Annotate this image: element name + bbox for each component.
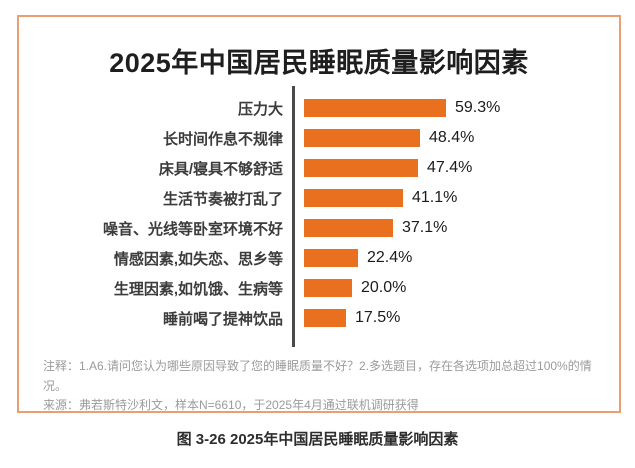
bar-track: 20.0% (292, 279, 619, 297)
bar-fill (304, 249, 358, 267)
bar-fill (304, 129, 420, 147)
bar-row: 长时间作息不规律 48.4% (19, 123, 619, 153)
bar-row: 生活节奏被打乱了 41.1% (19, 183, 619, 213)
bar-value-label: 48.4% (429, 129, 475, 146)
bar-track: 47.4% (292, 159, 619, 177)
category-label: 噪音、光线等卧室环境不好 (102, 220, 283, 238)
category-label: 情感因素,如失恋、思乡等 (113, 250, 283, 268)
bar-track: 17.5% (292, 309, 619, 327)
category-label: 生活节奏被打乱了 (162, 190, 283, 208)
bar-track: 59.3% (292, 99, 619, 117)
bar-row: 睡前喝了提神饮品 17.5% (19, 303, 619, 333)
figure-caption: 图 3-26 2025年中国居民睡眠质量影响因素 (176, 431, 459, 448)
bar-value-label: 37.1% (402, 219, 448, 236)
footnote-source: 来源：弗若斯特沙利文，样本N=6610，于2025年4月通过联机调研获得 (43, 398, 419, 412)
footnote-methodology: 注释：1.A6.请问您认为哪些原因导致了您的睡眠质量不好？2.多选题目，存在各选… (43, 359, 592, 393)
bar-row: 压力大 59.3% (19, 93, 619, 123)
bar-track: 22.4% (292, 249, 619, 267)
bar-row: 噪音、光线等卧室环境不好 37.1% (19, 213, 619, 243)
bar-row: 情感因素,如失恋、思乡等 22.4% (19, 243, 619, 273)
bar-value-label: 17.5% (355, 309, 401, 326)
bar-fill (304, 189, 403, 207)
category-label: 压力大 (237, 100, 283, 118)
category-axis-line (292, 86, 295, 347)
bar-fill (304, 159, 418, 177)
bar-track: 37.1% (292, 219, 619, 237)
chart-title: 2025年中国居民睡眠质量影响因素 (109, 48, 529, 78)
bar-chart: 压力大 59.3% 长时间作息不规律 48.4% 床具/寝具不够舒适 47.4% 生活节奏被… (19, 86, 619, 347)
bar-value-label: 59.3% (455, 99, 501, 116)
bar-fill (304, 219, 393, 237)
bar-value-label: 22.4% (367, 249, 413, 266)
category-label: 床具/寝具不够舒适 (158, 160, 283, 178)
bar-value-label: 47.4% (427, 159, 473, 176)
category-label: 睡前喝了提神饮品 (162, 310, 283, 328)
category-label: 长时间作息不规律 (162, 130, 283, 148)
bar-row: 生理因素,如饥饿、生病等 20.0% (19, 273, 619, 303)
chart-frame: 2025年中国居民睡眠质量影响因素 压力大 59.3% 长时间作息不规律 48.4% 床… (17, 15, 621, 413)
bar-fill (304, 279, 352, 297)
footnotes: 注释：1.A6.请问您认为哪些原因导致了您的睡眠质量不好？2.多选题目，存在各选… (43, 357, 605, 416)
category-label: 生理因素,如饥饿、生病等 (113, 280, 283, 298)
bar-value-label: 20.0% (361, 279, 407, 296)
bar-value-label: 41.1% (412, 189, 458, 206)
bar-row: 床具/寝具不够舒适 47.4% (19, 153, 619, 183)
bar-track: 41.1% (292, 189, 619, 207)
bar-fill (304, 309, 346, 327)
bar-track: 48.4% (292, 129, 619, 147)
bar-fill (304, 99, 446, 117)
